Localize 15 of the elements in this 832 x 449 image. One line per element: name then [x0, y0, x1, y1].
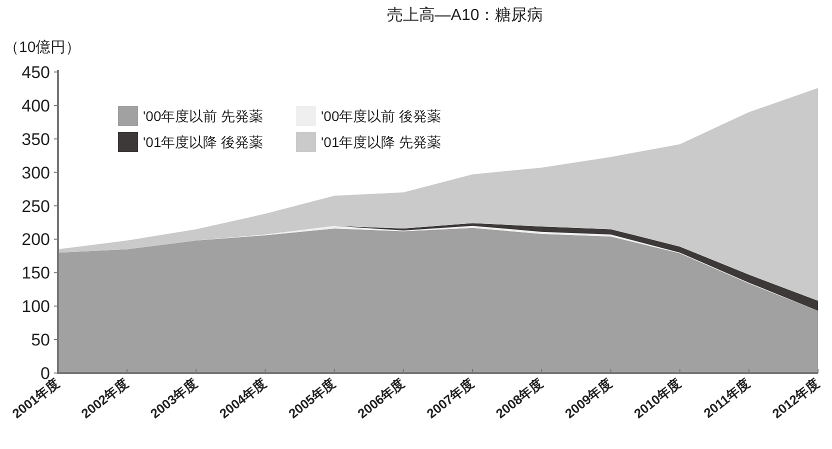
y-tick-label: 300 — [22, 163, 50, 182]
y-tick-label: 400 — [22, 96, 50, 116]
legend-label: '00年度以前 先発薬 — [143, 108, 264, 124]
y-axis-title: （10億円） — [4, 39, 81, 56]
y-tick-label: 350 — [22, 130, 50, 149]
y-tick-label: 250 — [22, 196, 50, 216]
legend-label: '01年度以降 後発薬 — [143, 134, 264, 150]
y-tick-label: 150 — [22, 264, 50, 283]
y-tick-label: 200 — [22, 230, 50, 250]
legend-label: '00年度以前 後発薬 — [321, 108, 442, 124]
y-tick-label: 450 — [22, 63, 50, 82]
y-tick-label: 50 — [31, 330, 50, 350]
y-tick-label: 100 — [22, 297, 50, 316]
legend-label: '01年度以降 先発薬 — [321, 134, 442, 150]
chart-title: 売上高—A10：糖尿病 — [386, 6, 544, 24]
